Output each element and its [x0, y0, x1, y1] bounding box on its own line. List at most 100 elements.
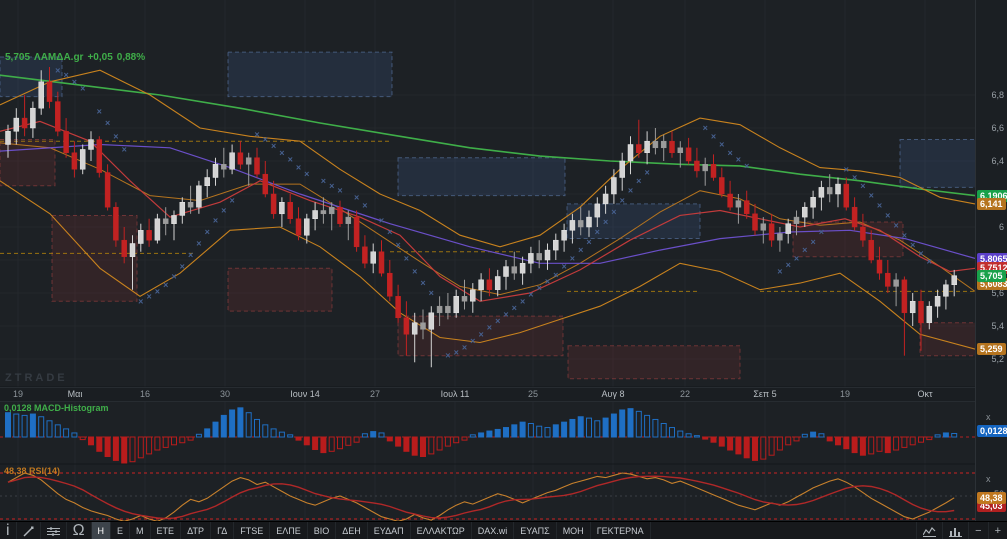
symbol-button-ΓΔ[interactable]: ΓΔ: [211, 522, 235, 539]
svg-text:×: ×: [279, 148, 284, 158]
svg-text:×: ×: [537, 283, 542, 293]
chart-canvas[interactable]: × ×××××××× × ××××××××××× ××××××× × ×××××××××××…: [0, 0, 975, 521]
svg-text:×: ×: [113, 131, 118, 141]
svg-text:×: ×: [420, 278, 425, 288]
price-tick: 6,8: [991, 90, 1004, 100]
price-badge: 5,705: [977, 269, 1006, 282]
svg-text:×: ×: [628, 186, 633, 196]
svg-text:×: ×: [196, 239, 201, 249]
symbol-button-ΔΤΡ[interactable]: ΔΤΡ: [181, 522, 212, 539]
svg-text:×: ×: [188, 250, 193, 260]
svg-text:×: ×: [520, 296, 525, 306]
bottom-toolbar: i Ω Η Ε Μ ΕΤΕ ΔΤΡ ΓΔ FTSE ΕΛΠΕ ΒΙΟ ΔΕΗ ΕΥΔΑΠ ΕΛΛΑΚΤΩΡ…: [0, 521, 1007, 539]
svg-text:×: ×: [97, 107, 102, 117]
omega-button[interactable]: Ω: [67, 522, 92, 539]
symbol-button-ΓΕΚΤΕΡΝΑ[interactable]: ΓΕΚΤΕΡΝΑ: [591, 522, 651, 539]
symbol-button-ΜΟΗ[interactable]: ΜΟΗ: [557, 522, 591, 539]
svg-text:×: ×: [229, 196, 234, 206]
price-tick: 6,4: [991, 156, 1004, 166]
svg-text:×: ×: [902, 230, 907, 240]
time-tick: 19: [839, 389, 851, 399]
symbol-button-ΒΙΟ[interactable]: ΒΙΟ: [308, 522, 337, 539]
svg-text:×: ×: [404, 253, 409, 263]
svg-text:×: ×: [387, 227, 392, 237]
info-icon[interactable]: i: [0, 522, 17, 539]
timeframe-button-Η[interactable]: Η: [91, 522, 112, 539]
broker-watermark: ZTRADE: [5, 372, 68, 384]
time-tick: 30: [219, 389, 231, 399]
symbol-button-ΕΛΛΑΚΤΩΡ[interactable]: ΕΛΛΑΚΤΩΡ: [411, 522, 472, 539]
symbol-button-ΔΕΗ[interactable]: ΔΕΗ: [336, 522, 368, 539]
svg-text:×: ×: [736, 154, 741, 164]
svg-text:×: ×: [910, 240, 915, 250]
svg-text:×: ×: [288, 154, 293, 164]
symbol-button-ΕΥΑΠΣ[interactable]: ΕΥΑΠΣ: [514, 522, 557, 539]
overlay-lines: [0, 69, 975, 350]
svg-text:×: ×: [462, 342, 467, 352]
symbol-button-ΕΤΕ[interactable]: ΕΤΕ: [151, 522, 182, 539]
timeframe-button-Μ[interactable]: Μ: [130, 522, 151, 539]
symbol-button-ΕΛΠΕ[interactable]: ΕΛΠΕ: [270, 522, 308, 539]
zoom-in-button[interactable]: +: [987, 522, 1007, 539]
rsi-panel-label: 48,38 RSI(14): [4, 466, 61, 476]
svg-text:×: ×: [487, 323, 492, 333]
svg-text:×: ×: [636, 176, 641, 186]
macd-close-button[interactable]: x: [986, 412, 991, 422]
svg-text:×: ×: [221, 206, 226, 216]
svg-text:×: ×: [263, 135, 268, 145]
svg-text:×: ×: [927, 257, 932, 267]
ma-long: [0, 74, 975, 197]
rsi-ma-line: [7, 475, 955, 520]
ticker-change: +0,05: [87, 52, 113, 63]
svg-text:×: ×: [611, 207, 616, 217]
price-tick: 5,4: [991, 321, 1004, 331]
macd-histogram: [5, 407, 958, 464]
macd-value-badge: 0,0128: [977, 425, 1007, 437]
svg-text:×: ×: [379, 215, 384, 225]
indicators-icon[interactable]: [41, 522, 67, 539]
svg-text:×: ×: [429, 288, 434, 298]
svg-text:×: ×: [470, 336, 475, 346]
candles: [5, 66, 957, 368]
svg-text:×: ×: [155, 286, 160, 296]
svg-text:×: ×: [570, 253, 575, 263]
bb-mid: [0, 142, 975, 296]
svg-text:×: ×: [478, 329, 483, 339]
zoom-out-button[interactable]: −: [968, 522, 987, 539]
svg-text:×: ×: [595, 227, 600, 237]
symbol-button-ΕΥΔΑΠ[interactable]: ΕΥΔΑΠ: [368, 522, 411, 539]
svg-text:×: ×: [893, 220, 898, 230]
svg-text:×: ×: [105, 118, 110, 128]
svg-text:×: ×: [362, 201, 367, 211]
svg-text:×: ×: [213, 215, 218, 225]
svg-text:×: ×: [711, 131, 716, 141]
symbol-button-FTSE[interactable]: FTSE: [234, 522, 271, 539]
price-axis[interactable]: 6,86,66,46,265,85,65,45,250xx6,19066,141…: [975, 0, 1007, 521]
time-tick: Ιουλ 11: [440, 389, 470, 399]
svg-text:×: ×: [553, 270, 558, 280]
timeframe-button-Ε[interactable]: Ε: [111, 522, 131, 539]
svg-text:×: ×: [146, 291, 151, 301]
svg-text:×: ×: [918, 248, 923, 258]
svg-text:×: ×: [528, 290, 533, 300]
svg-text:×: ×: [620, 196, 625, 206]
rsi-close-button[interactable]: x: [986, 474, 991, 484]
svg-text:×: ×: [80, 83, 85, 93]
time-tick: 19: [12, 389, 24, 399]
bar-chart-icon[interactable]: [942, 522, 968, 539]
rsi-value-badge: 48,38: [977, 491, 1006, 504]
svg-text:×: ×: [869, 191, 874, 201]
line-chart-icon[interactable]: [916, 522, 942, 539]
symbol-button-DAX.wi[interactable]: DAX.wi: [472, 522, 515, 539]
price-badge: 5,8065: [977, 252, 1007, 265]
time-axis[interactable]: 19 Μαι 16 30 Ιουν 14 27 Ιουλ 11 25 Αυγ 8 22 Σεπ 5 1…: [0, 387, 1007, 402]
svg-text:×: ×: [445, 351, 450, 361]
ticker-readout: 5,705 ΛΑΜΔΑ.gr +0,05 0,88%: [5, 52, 149, 63]
svg-text:×: ×: [885, 210, 890, 220]
ticker-price: 5,705: [5, 52, 31, 63]
svg-text:×: ×: [578, 245, 583, 255]
svg-text:×: ×: [512, 303, 517, 313]
draw-tools-icon[interactable]: [17, 522, 41, 539]
time-tick: Ιουν 14: [290, 389, 320, 399]
svg-text:×: ×: [786, 260, 791, 270]
